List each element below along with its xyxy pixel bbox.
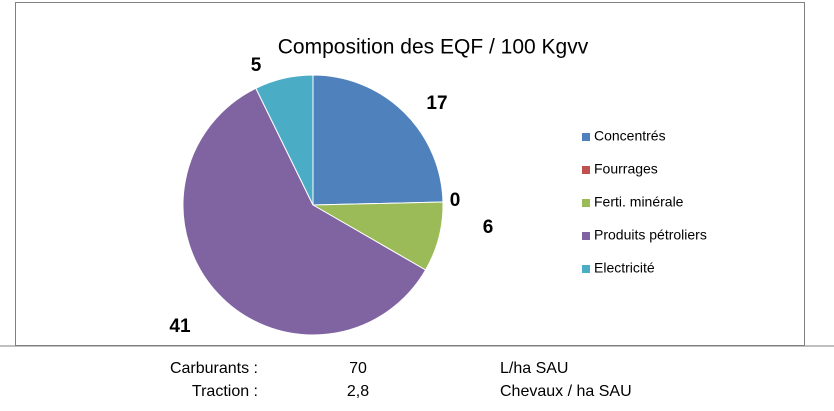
- row-label: Carburants :: [170, 360, 258, 377]
- legend-swatch: [582, 166, 590, 174]
- legend-label: Produits pétroliers: [594, 227, 707, 243]
- pie-slice: [312, 74, 444, 206]
- legend-label: Fourrages: [594, 161, 658, 177]
- data-label: 17: [426, 93, 447, 114]
- legend-label: Electricité: [594, 260, 655, 276]
- row-unit: Chevaux / ha SAU: [500, 383, 632, 400]
- legend-swatch: [582, 232, 590, 240]
- legend-swatch: [582, 265, 590, 273]
- row-value: 2,8: [347, 383, 369, 400]
- pie-slice: [182, 87, 427, 336]
- legend-swatch: [582, 133, 590, 141]
- pie-slice: [255, 74, 314, 206]
- row-unit: L/ha SAU: [500, 360, 568, 377]
- chart-title: Composition des EQF / 100 Kgvv: [278, 36, 589, 59]
- row-label: Traction :: [192, 383, 258, 400]
- legend-swatch: [582, 199, 590, 207]
- legend-label: Ferti. minérale: [594, 194, 684, 210]
- data-label: 41: [169, 316, 191, 337]
- row-value: 70: [349, 360, 367, 377]
- data-label: 0: [450, 190, 461, 211]
- data-label: 5: [251, 55, 262, 76]
- data-label: 6: [483, 217, 494, 238]
- legend-label: Concentrés: [594, 128, 666, 144]
